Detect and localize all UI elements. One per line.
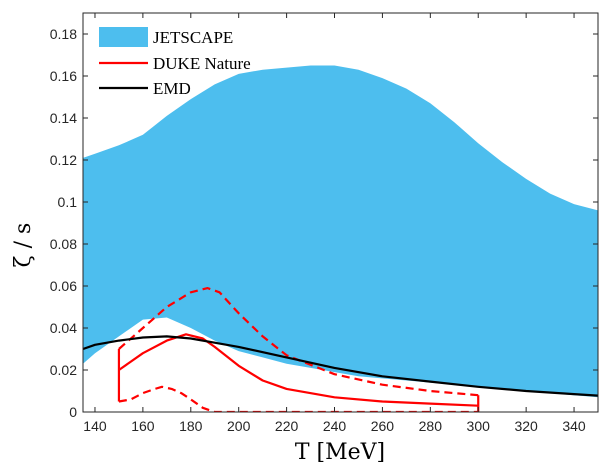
x-tick-label: 240 <box>323 418 347 434</box>
y-tick-label: 0.16 <box>50 68 77 84</box>
legend-label-duke-nature: DUKE Nature <box>153 54 251 73</box>
y-tick-label: 0.12 <box>50 152 77 168</box>
y-tick-label: 0.06 <box>50 278 77 294</box>
x-tick-label: 220 <box>275 418 299 434</box>
band-jetscape <box>83 65 598 398</box>
axes: 140 160 180 200 220 240 260 280 300 320 340 0 0.02 0.… <box>50 12 599 434</box>
line-emd <box>83 335 598 397</box>
y-tick-label: 0.02 <box>50 362 77 378</box>
x-axis-label: T [MeV] <box>295 440 385 465</box>
x-tick-label: 160 <box>131 418 155 434</box>
x-tick-label: 140 <box>83 418 107 434</box>
y-tick-label: 0.04 <box>50 320 77 336</box>
x-tick-label: 280 <box>419 418 443 434</box>
x-tick-label: 320 <box>514 418 538 434</box>
line-duke-nature-lower <box>118 385 479 412</box>
x-tick-label: 200 <box>227 418 251 434</box>
x-tick-label: 260 <box>371 418 395 434</box>
axes-box <box>82 12 599 413</box>
y-tick-label: 0.08 <box>50 236 77 252</box>
legend-label-jetscape: JETSCAPE <box>153 28 233 47</box>
x-tick-label: 340 <box>562 418 586 434</box>
legend-swatch-jetscape <box>99 27 148 47</box>
line-duke-nature <box>118 333 479 407</box>
y-tick-label: 0.1 <box>58 194 78 210</box>
x-tick-label: 180 <box>179 418 203 434</box>
legend: JETSCAPE DUKE Nature EMD <box>99 27 251 98</box>
plot-area <box>83 65 598 412</box>
y-axis-label: ζ / s <box>11 223 36 268</box>
y-tick-label: 0 <box>69 404 77 420</box>
y-tick-label: 0.14 <box>50 110 77 126</box>
y-tick-label: 0.18 <box>50 26 77 42</box>
x-tick-label: 300 <box>467 418 491 434</box>
line-duke-nature-upper <box>118 287 479 397</box>
legend-label-emd: EMD <box>153 79 191 98</box>
